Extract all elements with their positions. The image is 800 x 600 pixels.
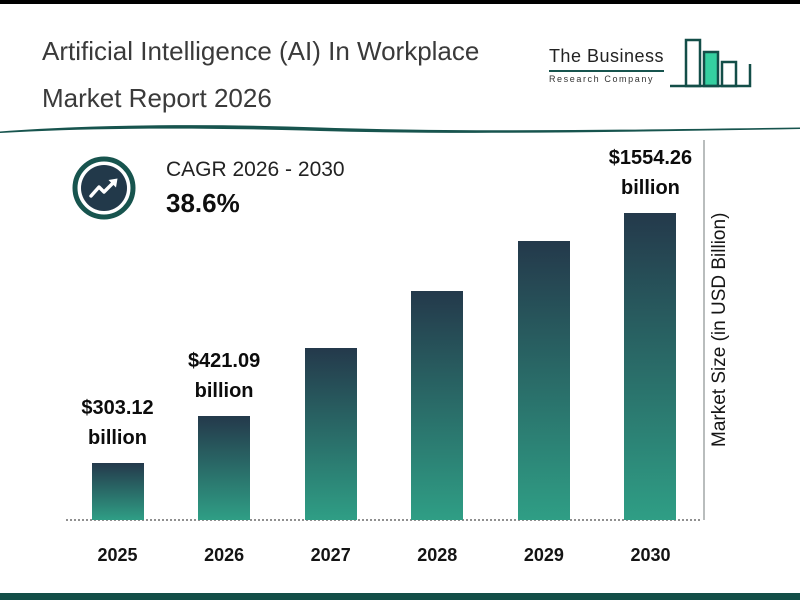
page-title-line2: Market Report 2026 [42, 82, 272, 113]
x-axis-tick-2030: 2030 [630, 545, 671, 565]
bar-value-label-2025: $303.12 billion [81, 397, 154, 449]
bottom-border-strip [0, 593, 800, 600]
bar-column-2027: 2027 [283, 138, 378, 565]
bar-value-label-2030: $1554.26 billion [608, 147, 693, 199]
page-title: Artificial Intelligence (AI) In Workplac… [42, 28, 582, 122]
company-logo-rule [548, 70, 664, 72]
bar-2030 [624, 213, 677, 520]
bar-chart-logo-icon [670, 38, 752, 88]
bar-2025 [91, 463, 144, 520]
growth-trend-arrow-icon [72, 156, 136, 220]
bar-column-2029: 2029 [496, 138, 591, 565]
bar-chart-plot: $303.12 billion 2025 $421.09 billion 2026 2027… [66, 138, 700, 565]
x-axis-tick-2027: 2027 [310, 545, 351, 565]
cagr-text: CAGR 2026 - 2030 38.6% [166, 158, 345, 219]
y-axis-title: Market Size (in USD Billion) [709, 212, 730, 448]
divider-swoosh [0, 125, 800, 133]
bar-value-label-2026: $421.09 billion [187, 350, 261, 402]
x-axis-baseline [66, 519, 700, 521]
x-axis-tick-2026: 2026 [204, 545, 245, 565]
bar-2028 [411, 291, 464, 520]
company-logo-text: The Business Research Company [548, 46, 664, 94]
company-logo: The Business Research Company [548, 34, 756, 94]
bar-2027 [304, 348, 357, 520]
page-title-line1: Artificial Intelligence (AI) In Workplac… [42, 36, 480, 66]
cagr-value: 38.6% [166, 187, 240, 218]
bar-column-2028: 2028 [390, 138, 485, 565]
company-logo-name: The Business [548, 46, 664, 66]
bar-2026 [198, 416, 251, 520]
bar-column-2025: $303.12 billion 2025 [70, 138, 165, 565]
top-border-strip [0, 0, 800, 4]
x-axis-tick-2028: 2028 [417, 545, 458, 565]
cagr-callout: CAGR 2026 - 2030 38.6% [72, 156, 345, 220]
bar-column-2030: $1554.26 billion 2030 [603, 138, 698, 565]
cagr-label: CAGR 2026 - 2030 [166, 157, 345, 181]
bar-column-2026: $421.09 billion 2026 [177, 138, 272, 565]
company-logo-subname: Research Company [548, 74, 655, 84]
x-axis-tick-2025: 2025 [97, 545, 138, 565]
bar-2029 [517, 241, 570, 520]
y-axis-line [703, 140, 705, 520]
x-axis-tick-2029: 2029 [523, 545, 564, 565]
